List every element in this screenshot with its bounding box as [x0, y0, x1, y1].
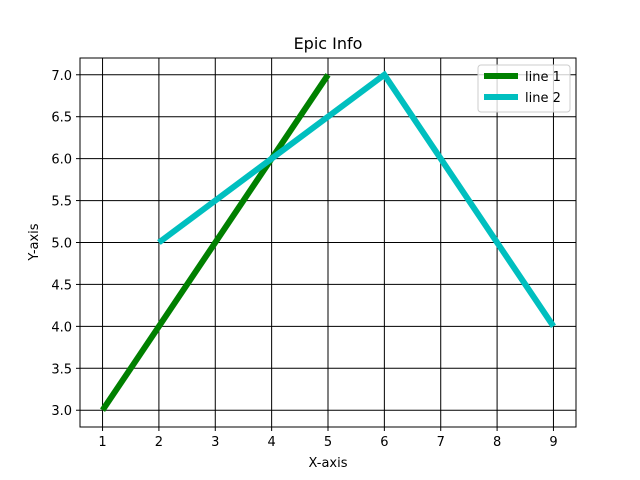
x-tick-label: 5 — [324, 435, 332, 450]
y-axis-ticks: 3.0 3.5 4.0 4.5 5.0 5.5 6.0 6.5 7.0 — [51, 69, 80, 419]
x-tick-label: 1 — [98, 435, 106, 450]
y-tick-label: 5.0 — [51, 237, 72, 252]
x-tick-label: 3 — [211, 435, 219, 450]
grid — [80, 58, 576, 427]
legend: line 1 line 2 — [477, 64, 571, 113]
x-tick-label: 4 — [267, 435, 275, 450]
series-line-2 — [157, 70, 556, 329]
series-line-1 — [100, 73, 331, 412]
x-tick-label: 8 — [493, 435, 501, 450]
y-tick-label: 4.0 — [51, 320, 72, 335]
legend-label: line 1 — [525, 70, 561, 85]
y-tick-label: 6.5 — [51, 111, 72, 126]
y-tick-label: 6.0 — [51, 153, 72, 168]
x-axis-ticks: 1 2 3 4 5 6 7 8 9 — [98, 427, 558, 450]
y-tick-label: 4.5 — [51, 278, 72, 293]
y-tick-label: 3.5 — [51, 362, 72, 377]
x-axis-label: X-axis — [309, 456, 348, 471]
x-tick-label: 7 — [437, 435, 445, 450]
y-tick-label: 3.0 — [51, 404, 72, 419]
series-lines — [100, 70, 556, 412]
y-tick-label: 5.5 — [51, 195, 72, 210]
y-tick-label: 7.0 — [51, 69, 72, 84]
legend-label: line 2 — [525, 91, 561, 106]
chart-title: Epic Info — [294, 34, 363, 53]
x-tick-label: 9 — [549, 435, 557, 450]
x-tick-label: 2 — [155, 435, 163, 450]
y-axis-label: Y-axis — [27, 223, 42, 261]
x-tick-label: 6 — [380, 435, 388, 450]
